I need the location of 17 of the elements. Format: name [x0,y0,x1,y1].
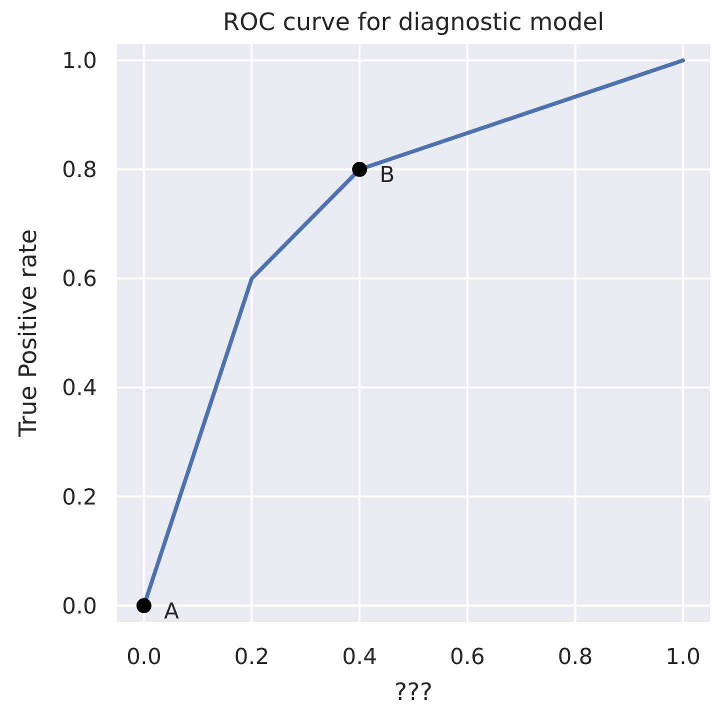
y-axis-title: True Positive rate [14,229,42,438]
x-tick-label: 0.6 [450,645,485,670]
y-tick-label: 0.4 [62,376,97,402]
x-tick-label: 0.2 [234,645,270,670]
y-tick-label: 0.0 [62,594,97,620]
chart-title: ROC curve for diagnostic model [222,8,604,36]
x-axis-title: ??? [394,678,433,706]
y-tick-label: 0.6 [62,267,97,292]
y-tick-label: 0.2 [62,485,97,510]
y-tick-label: 1.0 [62,49,97,74]
x-tick-label: 0.0 [126,645,162,670]
x-tick-label: 1.0 [666,645,701,670]
x-tick-label: 0.8 [558,645,593,670]
y-tick-label: 0.8 [62,158,97,184]
annotation: B [380,163,395,188]
x-tick-label: 0.4 [342,645,378,670]
annotation: A [164,599,180,624]
